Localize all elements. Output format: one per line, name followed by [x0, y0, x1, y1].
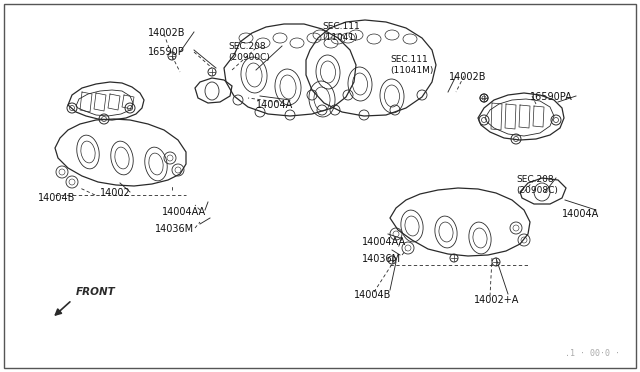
Text: 16590P: 16590P: [148, 47, 185, 57]
Text: SEC.208: SEC.208: [516, 175, 554, 184]
Text: 14002: 14002: [100, 188, 131, 198]
Text: 14002B: 14002B: [148, 28, 186, 38]
Text: 14004AA: 14004AA: [362, 237, 406, 247]
Text: (20908C): (20908C): [516, 186, 558, 195]
Text: 14036M: 14036M: [155, 224, 194, 234]
Text: 14004A: 14004A: [256, 100, 293, 110]
Text: (11041): (11041): [322, 33, 358, 42]
Text: 14002B: 14002B: [449, 72, 486, 82]
Text: SEC.208: SEC.208: [228, 42, 266, 51]
Text: 14004A: 14004A: [562, 209, 599, 219]
Text: 14036M: 14036M: [362, 254, 401, 264]
Text: 16590PA: 16590PA: [530, 92, 573, 102]
Text: (20900C): (20900C): [228, 53, 270, 62]
Text: 14004B: 14004B: [38, 193, 76, 203]
Text: 14004B: 14004B: [354, 290, 392, 300]
Text: SEC.111: SEC.111: [322, 22, 360, 31]
Text: FRONT: FRONT: [76, 287, 116, 297]
Text: 14002+A: 14002+A: [474, 295, 520, 305]
Text: 14004AA: 14004AA: [162, 207, 206, 217]
Text: (11041M): (11041M): [390, 66, 433, 75]
Text: .1 · 00·0 ·: .1 · 00·0 ·: [565, 349, 620, 358]
Text: SEC.111: SEC.111: [390, 55, 428, 64]
